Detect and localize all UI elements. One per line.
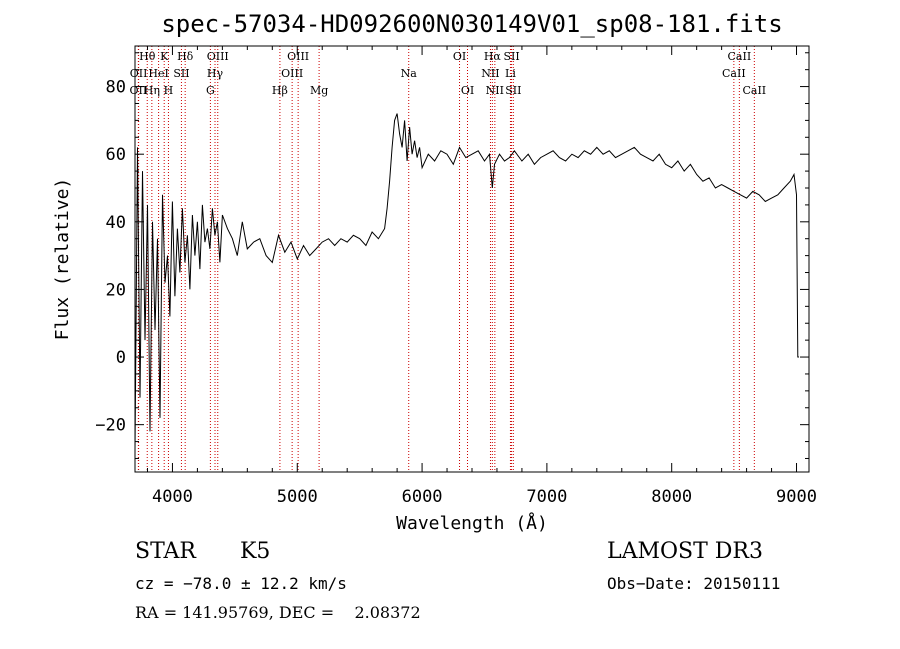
y-tick-label: 60 xyxy=(106,145,126,165)
object-subclass: K5 xyxy=(240,539,271,564)
x-tick-label: 4000 xyxy=(152,487,193,507)
spectrum-line xyxy=(134,113,799,452)
y-axis-ticks: −20 0 20 40 60 80 xyxy=(95,52,809,459)
line-markers xyxy=(137,46,755,472)
y-tick-label: 0 xyxy=(116,348,126,368)
plot-frame xyxy=(134,45,810,473)
x-tick-label: 7000 xyxy=(526,487,567,507)
x-tick-label: 8000 xyxy=(651,487,692,507)
x-tick-label: 9000 xyxy=(776,487,817,507)
line-marker-label: SII xyxy=(173,67,189,80)
line-marker-label: Na xyxy=(401,67,418,80)
x-axis-ticks: 4000 5000 6000 7000 8000 9000 xyxy=(146,46,817,507)
y-tick-label: 80 xyxy=(106,78,126,98)
object-class: STAR xyxy=(135,539,196,564)
line-marker-label: CaII xyxy=(728,50,752,63)
line-marker-label: G xyxy=(206,84,215,97)
line-marker-label: SII xyxy=(503,50,519,63)
line-marker-label: K xyxy=(160,50,169,63)
x-tick-label: 6000 xyxy=(402,487,443,507)
line-marker-label: Li xyxy=(505,67,516,80)
line-marker-label: HeI xyxy=(148,67,168,80)
line-marker-label: Hθ xyxy=(139,50,156,63)
line-marker-label: OIII xyxy=(207,50,229,63)
line-marker-label: OIII xyxy=(281,67,303,80)
y-axis-label: Flux (relative) xyxy=(52,178,73,341)
line-marker-label: Mg xyxy=(310,84,328,97)
line-marker-label: OII xyxy=(130,84,148,97)
line-marker-label: OI xyxy=(461,84,474,97)
coordinates-text: RA = 141.95769, DEC = 2.08372 xyxy=(135,603,421,622)
line-marker-label: H xyxy=(164,84,174,97)
redshift-text: cz = −78.0 ± 12.2 km/s xyxy=(135,574,347,593)
line-marker-label: OII xyxy=(130,67,148,80)
x-tick-label: 5000 xyxy=(277,487,318,507)
line-marker-label: Hη xyxy=(144,84,160,97)
line-marker-label: NII xyxy=(481,67,499,80)
survey-name: LAMOST DR3 xyxy=(607,539,763,564)
x-axis-label: Wavelength (Å) xyxy=(396,512,548,534)
line-marker-label: CaII xyxy=(722,67,746,80)
y-tick-label: 20 xyxy=(106,280,126,300)
line-marker-label: SII xyxy=(505,84,521,97)
line-marker-label: Hδ xyxy=(177,50,194,63)
chart-title: spec-57034-HD092600N030149V01_sp08-181.f… xyxy=(161,10,782,38)
observation-date: Obs−Date: 20150111 xyxy=(607,574,781,593)
line-marker-label: Hα xyxy=(484,50,502,63)
y-tick-label: −20 xyxy=(95,416,126,436)
line-marker-label: CaII xyxy=(742,84,766,97)
line-marker-label: OIII xyxy=(287,50,309,63)
line-marker-label: Hγ xyxy=(207,67,224,80)
line-marker-labels: OII OII Hθ Hη HeI K H SII Hδ G Hγ OIII Hβ OIII OIII Mg N… xyxy=(130,50,767,97)
line-marker-label: OI xyxy=(453,50,466,63)
line-marker-label: NII xyxy=(486,84,504,97)
line-marker-label: Hβ xyxy=(272,84,288,97)
y-tick-label: 40 xyxy=(106,213,126,233)
